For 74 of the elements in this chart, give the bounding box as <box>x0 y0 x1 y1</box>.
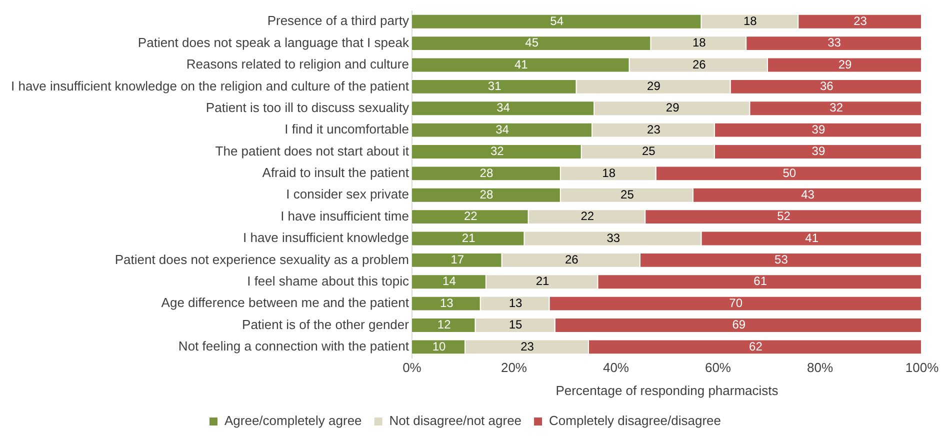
y-tick-label: Patient is of the other gender <box>242 316 410 332</box>
y-tick-label: Patient does not experience sexuality as a problem <box>114 252 409 267</box>
annotation: 21 <box>536 274 550 288</box>
x-tick-label: 100% <box>905 360 940 376</box>
annotation: 39 <box>812 144 826 158</box>
y-tick-label: Not feeling a connection with the patient <box>178 338 410 354</box>
annotation: 25 <box>642 144 656 158</box>
annotation: 22 <box>580 209 594 224</box>
annotation: 18 <box>692 36 706 50</box>
annotation: 26 <box>564 252 579 267</box>
annotation: 23 <box>854 14 868 28</box>
y-tick-label: Age difference between me and the patient <box>161 295 410 310</box>
annotation: 29 <box>838 57 852 72</box>
annotation: 18 <box>743 14 758 28</box>
annotation: 70 <box>729 296 743 310</box>
annotation: 43 <box>801 187 815 202</box>
legend-label: Completely disagree/disagree <box>549 413 722 428</box>
y-tick-label: I feel shame about this topic <box>247 273 410 288</box>
annotation: 26 <box>692 57 706 72</box>
annotation: 45 <box>525 36 539 50</box>
annotation: 13 <box>440 296 454 310</box>
annotation: 25 <box>620 187 634 202</box>
annotation: 29 <box>666 100 680 115</box>
annotation: 23 <box>520 339 534 354</box>
x-tick-label: 0% <box>402 360 422 376</box>
legend-label: Agree/completely agree <box>224 413 362 428</box>
x-tick-label: 20% <box>500 360 528 376</box>
y-tick-label: I have insufficient knowledge on the religion and culture of the patient <box>10 78 410 94</box>
annotation: 69 <box>732 318 746 332</box>
annotation: 18 <box>602 166 616 180</box>
y-tick-label: I have insufficient time <box>280 208 409 224</box>
x-tick-label: 80% <box>806 360 834 376</box>
y-tick-label: I have insufficient knowledge <box>242 230 409 246</box>
annotation: 50 <box>782 166 796 180</box>
annotation: 39 <box>812 122 826 136</box>
annotation: 14 <box>442 274 456 288</box>
annotation: 23 <box>647 122 661 136</box>
annotation: 33 <box>606 230 620 245</box>
annotation: 32 <box>830 100 844 115</box>
annotation: 41 <box>805 230 819 245</box>
y-tick-label: The patient does not start about it <box>215 143 410 158</box>
annotation: 28 <box>480 187 494 202</box>
annotation: 29 <box>647 79 661 94</box>
annotation: 41 <box>514 57 528 72</box>
annotation: 15 <box>508 318 522 332</box>
annotation: 34 <box>496 100 510 115</box>
annotation: 32 <box>490 144 504 158</box>
x-axis-title: Percentage of responding pharmacists <box>556 382 779 398</box>
annotation: 12 <box>437 318 452 332</box>
annotation: 53 <box>774 252 788 267</box>
annotation: 54 <box>550 14 564 28</box>
y-tick-label: Afraid to insult the patient <box>262 165 410 180</box>
annotation: 17 <box>450 252 464 267</box>
annotation: 22 <box>464 209 478 224</box>
annotation: 61 <box>754 274 768 288</box>
annotation: 21 <box>462 230 476 245</box>
legend-label: Not disagree/not agree <box>389 413 522 428</box>
y-tick-label: Patient does not speak a language that I speak <box>138 34 410 50</box>
annotation: 34 <box>496 122 510 136</box>
y-tick-label: Patient is too ill to discuss sexuality <box>206 100 410 115</box>
annotation: 31 <box>488 79 502 94</box>
annotation: 28 <box>480 166 494 180</box>
annotation: 10 <box>432 339 446 354</box>
y-tick-label: I consider sex private <box>286 186 409 202</box>
annotation: 52 <box>777 209 791 224</box>
y-tick-label: Reasons related to religion and culture <box>186 56 409 72</box>
y-tick-label: Presence of a third party <box>267 13 410 28</box>
y-tick-label: I find it uncomfortable <box>284 122 409 137</box>
annotation: 62 <box>749 339 763 354</box>
x-tick-label: 40% <box>602 360 630 376</box>
annotation: 33 <box>828 36 842 50</box>
annotation: 13 <box>508 296 522 310</box>
x-tick-label: 60% <box>704 360 732 376</box>
annotation: 36 <box>820 79 834 94</box>
